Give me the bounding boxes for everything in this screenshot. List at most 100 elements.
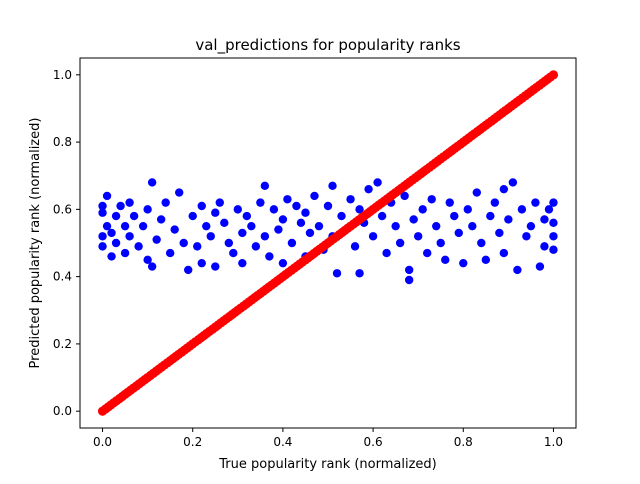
data-point-prediction [549, 218, 558, 228]
data-point-identity [548, 70, 559, 80]
data-point-prediction [540, 242, 549, 251]
data-point-prediction [138, 221, 148, 231]
data-point-prediction [481, 255, 491, 265]
data-point-prediction [549, 245, 558, 254]
data-point-prediction [337, 211, 346, 221]
data-point-prediction [98, 208, 107, 217]
data-point-prediction [459, 258, 468, 268]
data-point-prediction [247, 221, 256, 231]
data-point-prediction [206, 232, 215, 241]
x-tick-label: 1.0 [544, 435, 563, 449]
data-point-prediction [278, 215, 288, 224]
data-point-prediction [513, 265, 522, 275]
data-point-prediction [391, 221, 400, 231]
data-point-prediction [490, 198, 500, 207]
x-axis-label: True popularity rank (normalized) [218, 457, 437, 472]
data-point-prediction [152, 235, 161, 244]
data-point-prediction [256, 198, 265, 207]
data-point-prediction [517, 205, 527, 214]
data-point-prediction [251, 242, 261, 251]
x-tick-label: 0.6 [364, 435, 383, 449]
data-point-prediction [346, 195, 355, 204]
data-point-prediction [445, 198, 454, 207]
x-tick-label: 0.0 [93, 435, 112, 449]
data-point-prediction [120, 221, 130, 231]
data-point-prediction [540, 215, 549, 224]
data-point-prediction [287, 238, 297, 248]
data-point-prediction [364, 184, 373, 194]
data-point-prediction [409, 215, 418, 224]
data-point-prediction [301, 208, 310, 217]
data-point-prediction [107, 228, 116, 238]
data-point-prediction [179, 238, 188, 248]
data-point-prediction [549, 232, 558, 241]
data-point-prediction [238, 228, 247, 238]
data-point-prediction [328, 181, 337, 191]
data-point-prediction [175, 188, 184, 197]
data-point-prediction [283, 195, 292, 204]
data-point-prediction [161, 198, 170, 207]
data-point-prediction [373, 178, 382, 187]
data-point-prediction [400, 191, 409, 201]
data-point-prediction [382, 248, 391, 258]
data-point-prediction [472, 188, 481, 197]
data-point-prediction [170, 225, 179, 234]
data-point-prediction [229, 248, 238, 258]
data-point-prediction [413, 232, 423, 241]
data-point-prediction [355, 205, 364, 214]
data-point-prediction [377, 211, 387, 221]
data-point-prediction [323, 201, 333, 211]
data-point-prediction [499, 184, 509, 194]
data-point-prediction [526, 221, 536, 231]
data-point-prediction [233, 205, 243, 214]
data-point-prediction [211, 262, 220, 271]
data-point-prediction [98, 232, 107, 241]
data-point-prediction [522, 232, 531, 241]
data-point-prediction [355, 269, 364, 278]
data-point-prediction [508, 178, 518, 187]
data-point-prediction [125, 198, 134, 207]
data-point-prediction [504, 215, 513, 224]
data-point-prediction [432, 221, 441, 231]
data-point-prediction [368, 232, 378, 241]
data-point-prediction [463, 205, 472, 214]
x-tick-label: 0.2 [183, 435, 202, 449]
data-point-prediction [156, 215, 166, 224]
data-point-prediction [450, 211, 459, 221]
data-point-prediction [129, 211, 139, 221]
data-point-prediction [499, 248, 509, 258]
data-point-prediction [184, 265, 193, 275]
data-point-prediction [350, 242, 360, 251]
data-point-prediction [535, 262, 545, 271]
data-point-prediction [332, 269, 342, 278]
y-tick-label: 1.0 [53, 68, 72, 82]
data-point-prediction [260, 232, 270, 241]
data-point-prediction [143, 255, 152, 265]
plot-frame [79, 57, 577, 429]
y-axis-label: Predicted popularity rank (normalized) [28, 118, 43, 369]
data-point-prediction [468, 221, 477, 231]
data-point-prediction [531, 198, 540, 207]
x-tick-label: 0.4 [273, 435, 292, 449]
data-point-prediction [111, 211, 121, 221]
data-point-prediction [454, 228, 463, 238]
series-identity [97, 70, 559, 416]
data-point-prediction [427, 195, 436, 204]
data-point-prediction [197, 201, 206, 211]
data-point-prediction [296, 218, 306, 228]
x-tick-label: 0.8 [454, 435, 473, 449]
data-point-prediction [147, 178, 157, 187]
data-point-prediction [147, 262, 157, 271]
data-point-prediction [143, 205, 152, 214]
data-point-prediction [211, 208, 220, 217]
y-tick-label: 0.0 [53, 404, 72, 418]
data-point-prediction [278, 258, 288, 268]
data-point-prediction [404, 275, 414, 285]
data-point-prediction [274, 225, 283, 234]
y-tick-label: 0.8 [53, 135, 72, 149]
data-point-prediction [423, 248, 432, 258]
data-point-prediction [436, 238, 445, 248]
